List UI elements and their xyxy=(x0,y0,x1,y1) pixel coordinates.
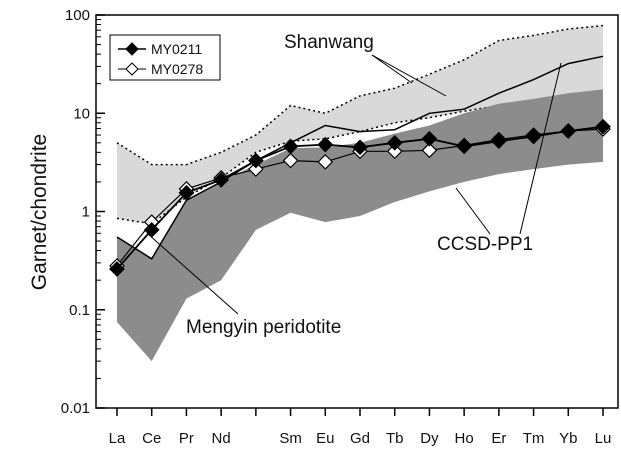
legend-marker-my0278 xyxy=(125,62,139,76)
x-tick-label-lu: Lu xyxy=(595,430,612,447)
field-layer xyxy=(116,24,604,362)
x-tick-label-gd: Gd xyxy=(350,430,370,447)
x-tick-label-sm: Sm xyxy=(279,430,302,447)
leader-shanwang-2 xyxy=(371,54,447,97)
leader-mengyin xyxy=(147,233,239,315)
marker-my0211-er xyxy=(491,133,507,150)
marker-my0211-lu xyxy=(595,118,611,135)
annotations: Shanwang CCSD-PP1 Mengyin peridotite xyxy=(147,32,562,338)
lines-layer xyxy=(109,55,611,277)
x-tick-label-eu: Eu xyxy=(316,430,334,447)
annotation-ccsd-pp1: CCSD-PP1 xyxy=(437,234,533,255)
marker-my0211-tm xyxy=(525,128,542,145)
marker-my0278-sm xyxy=(282,152,299,169)
marker-my0278-tb xyxy=(386,143,403,160)
annotation-mengyin-peridotite: Mengyin peridotite xyxy=(186,317,341,338)
x-tick-label-er: Er xyxy=(491,430,506,447)
x-tick-label-dy: Dy xyxy=(420,430,439,447)
annotation-shanwang: Shanwang xyxy=(284,32,374,53)
x-tick-label-tb: Tb xyxy=(386,430,404,447)
field-shanwang-upper-border xyxy=(116,24,604,166)
marker-my0211-pm xyxy=(248,152,264,169)
legend-label-my0278: MY0278 xyxy=(151,61,203,77)
marker-my0211-dy xyxy=(421,130,438,147)
y-tick-label-3: 10 xyxy=(73,105,90,122)
y-axis-title: Garnet/chondrite xyxy=(28,134,51,290)
axes-layer: 0.01 0.1 1 10 100 La Ce Pr Nd Sm Eu Gd Tb Dy Ho Er Tm Yb L… xyxy=(61,7,612,447)
ccsd-pp1-line xyxy=(116,55,604,260)
marker-my0211-nd xyxy=(213,171,229,188)
field-shanwang xyxy=(117,25,603,224)
field-mengyin-peridotite xyxy=(117,89,603,362)
marker-my0278-dy xyxy=(421,142,438,159)
marker-my0211-yb xyxy=(560,123,577,139)
y-tick-label-2: 1 xyxy=(82,204,90,221)
y-tick-label-4: 100 xyxy=(65,7,90,24)
x-tick-label-la: La xyxy=(109,430,126,447)
marker-my0211-eu xyxy=(317,136,334,153)
marker-my0211-la xyxy=(109,261,125,277)
leader-ccsd-1 xyxy=(455,187,491,235)
leader-shanwang-1 xyxy=(371,54,413,84)
x-tick-label-ho: Ho xyxy=(455,430,474,447)
marker-my0211-gd xyxy=(352,139,368,156)
marker-my0211-tb xyxy=(386,134,403,151)
marker-my0211-pr xyxy=(178,184,195,201)
marker-my0278-eu xyxy=(317,154,334,170)
y-tick-label-0: 0.01 xyxy=(61,400,90,417)
legend-box xyxy=(109,34,221,81)
x-tick-label-nd: Nd xyxy=(212,430,231,447)
marker-my0278-pm xyxy=(248,161,264,177)
y-tick-label-1: 0.1 xyxy=(69,302,90,319)
legend-label-my0211: MY0211 xyxy=(151,41,202,57)
x-tick-label-yb: Yb xyxy=(559,430,577,447)
marker-my0211-ho xyxy=(456,138,472,155)
legend: MY0211 MY0278 xyxy=(109,34,221,81)
x-tick-label-pr: Pr xyxy=(179,430,194,447)
x-tick-label-ce: Ce xyxy=(142,430,161,447)
leader-ccsd-2 xyxy=(519,62,562,235)
legend-marker-my0211 xyxy=(125,42,139,56)
x-tick-label-tm: Tm xyxy=(523,430,545,447)
marker-my0211-sm xyxy=(282,138,299,155)
